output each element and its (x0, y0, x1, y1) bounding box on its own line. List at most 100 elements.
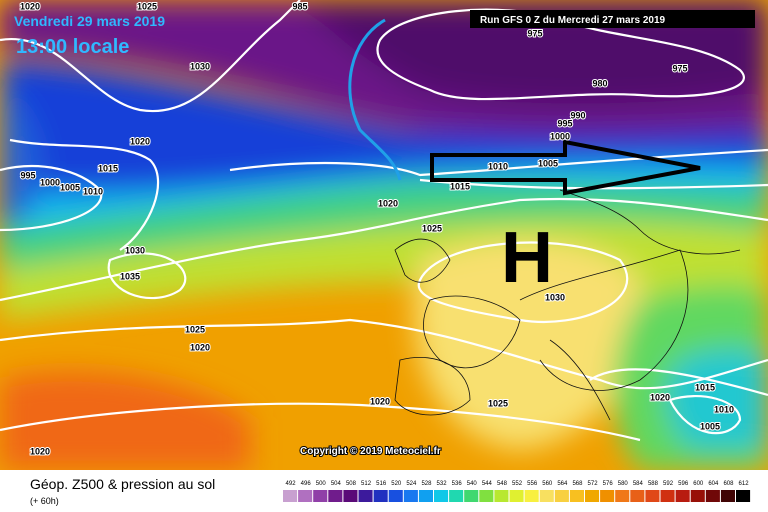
isobar-label: 1015 (450, 181, 470, 191)
scale-swatch (298, 490, 313, 502)
scale-label: 524 (406, 481, 417, 487)
coastlines (394, 189, 741, 421)
isobar-label: 1020 (30, 446, 50, 456)
scale-swatch (675, 490, 690, 502)
scale-label: 584 (633, 481, 644, 487)
scale-swatch (554, 490, 569, 502)
scale-swatch (313, 490, 328, 502)
scale-swatch (720, 490, 735, 502)
isobar-label: 1025 (185, 324, 205, 334)
scale-swatch (736, 490, 751, 502)
scale-label: 548 (497, 481, 508, 487)
isobar-label: 990 (570, 110, 585, 120)
scale-swatch (645, 490, 660, 502)
isobar-label: 1020 (370, 396, 390, 406)
isobar-label: 995 (557, 118, 572, 128)
isobar-label: 1020 (650, 392, 670, 402)
scale-swatch (509, 490, 524, 502)
scale-swatch (328, 490, 343, 502)
scale-label: 564 (557, 481, 568, 487)
scale-swatch (434, 490, 449, 502)
scale-swatch (615, 490, 630, 502)
scale-swatch (449, 490, 464, 502)
scale-label: 536 (452, 481, 463, 487)
isobar-label: 985 (292, 1, 307, 11)
scale-swatch (569, 490, 584, 502)
scale-label: 512 (361, 481, 372, 487)
scale-label: 612 (739, 481, 750, 487)
isobar-label: 1030 (125, 245, 145, 255)
isobar-label: 1010 (488, 161, 508, 171)
scale-label: 568 (572, 481, 583, 487)
scale-label: 496 (301, 481, 312, 487)
scale-label: 604 (708, 481, 719, 487)
scale-swatch (630, 490, 645, 502)
scale-label: 504 (331, 481, 342, 487)
scale-label: 540 (467, 481, 478, 487)
scale-label: 560 (542, 481, 553, 487)
scale-label: 596 (678, 481, 689, 487)
scale-swatch (358, 490, 373, 502)
run-box (470, 10, 755, 28)
scale-swatch (388, 490, 403, 502)
isobar-label: 1005 (700, 421, 720, 431)
local-time: 13:00 locale (16, 36, 129, 58)
scale-label: 508 (346, 481, 357, 487)
scale-label: 608 (723, 481, 734, 487)
copyright: Copyright © 2019 Meteociel.fr (300, 446, 441, 457)
scale-swatch (660, 490, 675, 502)
isobar-label: 1015 (695, 382, 715, 392)
isobar-label: 1025 (422, 223, 442, 233)
scale-label: 556 (527, 481, 538, 487)
direction-arrow (430, 139, 701, 196)
scale-swatch (690, 490, 705, 502)
scale-swatch (343, 490, 358, 502)
isobar-label: 1000 (550, 131, 570, 141)
scale-swatch (464, 490, 479, 502)
scale-swatch (283, 490, 298, 502)
isobar-label: 1035 (120, 271, 140, 281)
footer-lead: (+ 60h) (30, 496, 59, 506)
footer-title: Géop. Z500 & pression au sol (30, 476, 215, 492)
isobar-label: 1010 (714, 404, 734, 414)
color-scale: 492 496 500 504 508 512 516 520 524 528 532 536 540 5… (283, 481, 751, 502)
scale-swatch (373, 490, 388, 502)
isobar-label: 1020 (130, 136, 150, 146)
scale-label: 588 (648, 481, 659, 487)
scale-label: 600 (693, 481, 704, 487)
scale-swatch (479, 490, 494, 502)
isobar-label: 1025 (488, 398, 508, 408)
isobar-label: 1005 (60, 182, 80, 192)
scale-label: 592 (663, 481, 674, 487)
run-info: Run GFS 0 Z du Mercredi 27 mars 2019 (480, 15, 666, 26)
scale-label: 552 (512, 481, 523, 487)
isobar-label: 1020 (378, 198, 398, 208)
isobar-label: 975 (672, 63, 687, 73)
isobar-label: 1005 (538, 158, 558, 168)
scale-label: 580 (618, 481, 629, 487)
isobar-label: 1000 (40, 177, 60, 187)
isobar-label: 1020 (20, 1, 40, 11)
scale-label: 544 (482, 481, 493, 487)
scale-swatch (418, 490, 433, 502)
isobar-label: 1020 (190, 342, 210, 352)
isobar-label: 980 (592, 78, 607, 88)
scale-label: 492 (286, 481, 297, 487)
background-field (0, 0, 768, 470)
scale-label: 576 (603, 481, 614, 487)
scale-swatch (600, 490, 615, 502)
scale-label: 516 (376, 481, 387, 487)
scale-swatch (539, 490, 554, 502)
isobar-label: 1030 (545, 292, 565, 302)
scale-label: 528 (421, 481, 432, 487)
high-label: H (501, 218, 553, 298)
scale-swatch (585, 490, 600, 502)
date: Vendredi 29 mars 2019 (14, 13, 165, 29)
scale-label: 572 (588, 481, 599, 487)
scale-label: 500 (316, 481, 327, 487)
isobar-label: 1015 (98, 163, 118, 173)
isobars (0, 0, 768, 442)
isobar-label: 1025 (137, 1, 157, 11)
isobar-label: 975 (527, 28, 542, 38)
